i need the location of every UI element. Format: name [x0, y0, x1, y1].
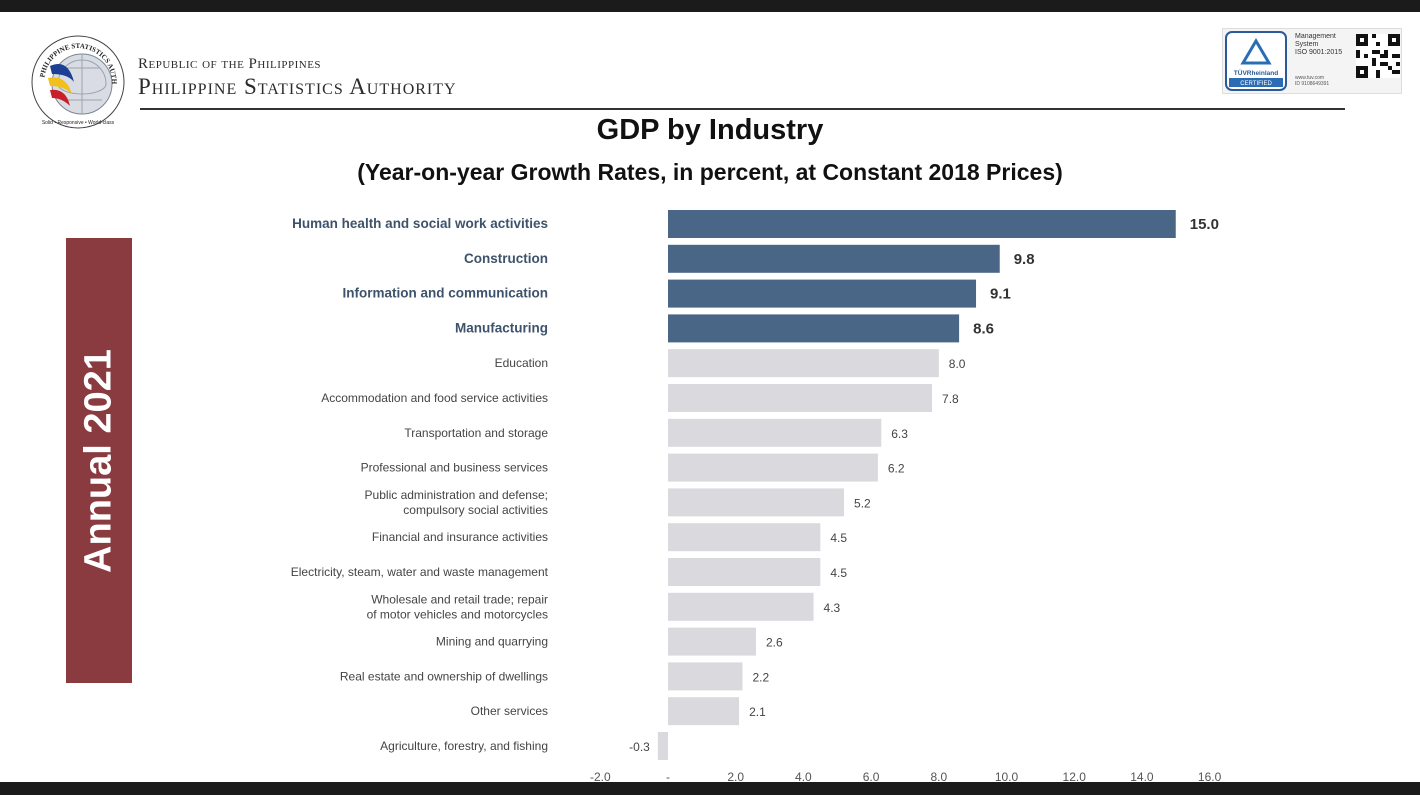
- x-tick-label: 2.0: [727, 770, 744, 784]
- category-label: Electricity, steam, water and waste mana…: [291, 565, 549, 579]
- category-label: Mining and quarrying: [436, 635, 548, 649]
- category-label: Construction: [464, 251, 548, 266]
- category-label-line: Financial and insurance activities: [372, 530, 548, 544]
- bar-value-label: 2.2: [752, 670, 769, 684]
- x-tick-label: -2.0: [590, 770, 611, 784]
- category-label-line: Information and communication: [342, 286, 548, 301]
- bar-15: [657, 732, 668, 760]
- qr-code-icon: [1356, 34, 1400, 78]
- category-label: Manufacturing: [455, 320, 548, 335]
- category-label-line: Wholesale and retail trade; repair: [371, 592, 548, 606]
- tuv-certified-icon: TÜVRheinland CERTIFIED: [1225, 31, 1287, 91]
- category-label: Agriculture, forestry, and fishing: [380, 739, 548, 753]
- category-label: Transportation and storage: [404, 426, 548, 440]
- x-tick-label: 6.0: [863, 770, 880, 784]
- category-label-line: Accommodation and food service activitie…: [321, 391, 548, 405]
- bar-value-label: 8.0: [949, 357, 966, 371]
- bar-value-label: 8.6: [973, 320, 994, 337]
- period-band: Annual 2021: [66, 238, 132, 683]
- bar-3: [668, 314, 960, 343]
- tuv-certified: CERTIFIED: [1240, 81, 1272, 87]
- bar-value-label: 2.6: [766, 636, 783, 650]
- republic-text: Republic of the Philippines: [138, 56, 322, 72]
- bar-0: [668, 210, 1176, 238]
- category-label-line: Transportation and storage: [404, 426, 548, 440]
- category-label: Information and communication: [342, 286, 548, 301]
- bar-value-label: 9.8: [1014, 251, 1035, 268]
- x-tick-label: 8.0: [930, 770, 947, 784]
- bar-value-label: 4.3: [824, 601, 841, 615]
- x-tick-label: 16.0: [1198, 770, 1222, 784]
- bar-value-label: 15.0: [1190, 216, 1219, 233]
- bar-value-label: -0.3: [629, 740, 650, 754]
- management-system-text: Management System ISO 9001:2015: [1295, 33, 1343, 56]
- category-label: Professional and business services: [361, 461, 548, 475]
- category-label-line: of motor vehicles and motorcycles: [367, 607, 548, 621]
- bar-12: [668, 627, 757, 656]
- bar-6: [668, 418, 882, 447]
- x-tick-label: 10.0: [995, 770, 1019, 784]
- psa-logo-icon: PHILIPPINE STATISTICS AUTHORITY Solid • …: [28, 30, 125, 129]
- category-label-line: compulsory social activities: [403, 503, 548, 517]
- bar-8: [668, 488, 845, 517]
- category-label: Public administration and defense; compul…: [365, 488, 548, 517]
- category-label-line: Other services: [471, 704, 548, 718]
- category-label-line: Education: [495, 356, 548, 370]
- certification-ids: www.tuv.com ID 9108649391: [1295, 75, 1330, 87]
- category-label-line: Human health and social work activities: [292, 216, 548, 231]
- bar-13: [668, 662, 743, 691]
- bar-value-label: 6.2: [888, 462, 905, 476]
- category-label: Education: [495, 356, 548, 370]
- bar-11: [668, 592, 814, 621]
- bar-value-label: 5.2: [854, 496, 871, 510]
- bar-9: [668, 523, 821, 552]
- category-label: Human health and social work activities: [292, 216, 548, 231]
- chart-subtitle: (Year-on-year Growth Rates, in percent, …: [357, 159, 1063, 185]
- iso-certification-badge: TÜVRheinland CERTIFIED Management System…: [1222, 28, 1402, 94]
- bar-1: [668, 244, 1000, 273]
- x-tick-label: 14.0: [1130, 770, 1154, 784]
- bar-value-label: 4.5: [830, 566, 847, 580]
- logo-motto: Solid • Responsive • World-class: [42, 120, 115, 126]
- category-label-line: Public administration and defense;: [365, 488, 548, 502]
- bar-5: [668, 384, 933, 412]
- category-label-line: Agriculture, forestry, and fishing: [380, 739, 548, 753]
- category-label: Wholesale and retail trade; repair of mot…: [367, 592, 548, 621]
- bar-value-label: 4.5: [830, 531, 847, 545]
- category-label-line: Professional and business services: [361, 461, 548, 475]
- category-label-line: Manufacturing: [455, 320, 548, 335]
- category-label: Real estate and ownership of dwellings: [340, 669, 548, 683]
- agency-header: Republic of the Philippines Philippine S…: [138, 56, 457, 100]
- bar-value-label: 2.1: [749, 705, 766, 719]
- agency-name: Philippine Statistics Authority: [138, 74, 457, 99]
- chart-title: GDP by Industry: [596, 114, 824, 146]
- bar-7: [668, 453, 878, 482]
- bar-value-label: 9.1: [990, 286, 1011, 303]
- bar-10: [668, 558, 821, 586]
- bar-14: [668, 697, 740, 726]
- bar-2: [668, 279, 977, 308]
- bar-value-label: 6.3: [891, 427, 908, 441]
- category-label-line: Construction: [464, 251, 548, 266]
- x-tick-label: 4.0: [795, 770, 812, 784]
- category-label-line: Mining and quarrying: [436, 635, 548, 649]
- x-tick-label: -: [666, 770, 670, 784]
- category-label: Accommodation and food service activitie…: [321, 391, 548, 405]
- header-divider: [140, 108, 1345, 110]
- bar-4: [668, 349, 939, 378]
- tuv-brand: TÜVRheinland: [1234, 68, 1278, 77]
- category-label-line: Real estate and ownership of dwellings: [340, 669, 548, 683]
- category-label: Financial and insurance activities: [372, 530, 548, 544]
- category-label: Other services: [471, 704, 548, 718]
- bar-value-label: 7.8: [942, 392, 959, 406]
- category-label-line: Electricity, steam, water and waste mana…: [291, 565, 549, 579]
- x-tick-label: 12.0: [1063, 770, 1087, 784]
